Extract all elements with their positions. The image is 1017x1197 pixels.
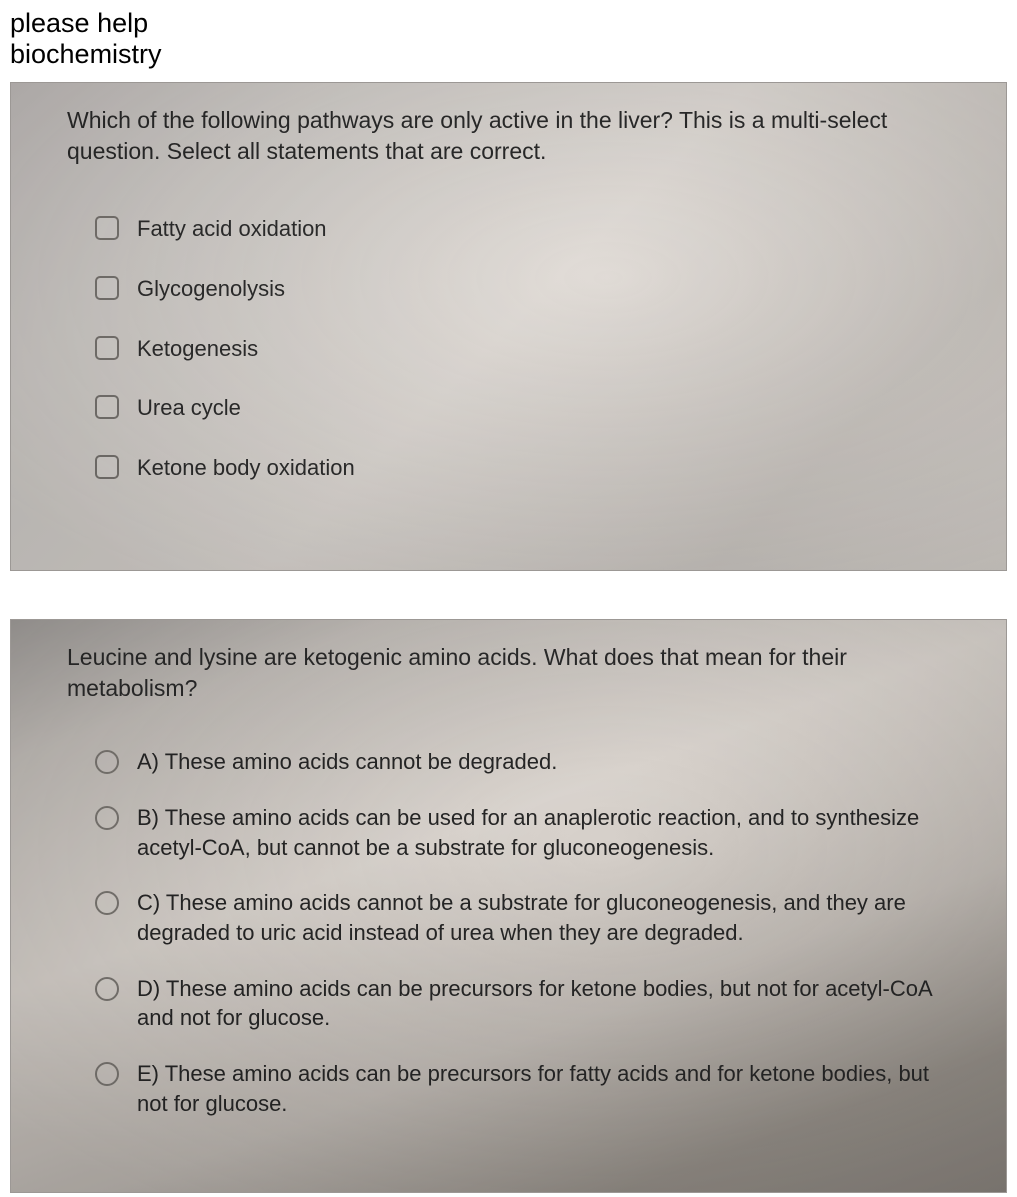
- option-row[interactable]: C) These amino acids cannot be a substra…: [11, 875, 1006, 960]
- checkbox-icon[interactable]: [95, 276, 119, 300]
- option-label: A) These amino acids cannot be degraded.: [137, 747, 577, 777]
- checkbox-icon[interactable]: [95, 455, 119, 479]
- header-line-1: please help: [10, 8, 1007, 39]
- option-row[interactable]: Ketogenesis: [11, 319, 1006, 379]
- option-row[interactable]: Fatty acid oxidation: [11, 199, 1006, 259]
- option-label: Fatty acid oxidation: [137, 214, 347, 244]
- header-line-2: biochemistry: [10, 39, 1007, 70]
- option-row[interactable]: D) These amino acids can be precursors f…: [11, 961, 1006, 1046]
- option-row[interactable]: E) These amino acids can be precursors f…: [11, 1046, 1006, 1131]
- radio-icon[interactable]: [95, 806, 119, 830]
- radio-icon[interactable]: [95, 891, 119, 915]
- radio-icon[interactable]: [95, 750, 119, 774]
- checkbox-icon[interactable]: [95, 395, 119, 419]
- question-card-1: Which of the following pathways are only…: [10, 82, 1007, 571]
- option-row[interactable]: Ketone body oxidation: [11, 438, 1006, 498]
- radio-icon[interactable]: [95, 977, 119, 1001]
- option-label: B) These amino acids can be used for an …: [137, 803, 978, 862]
- option-row[interactable]: Urea cycle: [11, 378, 1006, 438]
- option-row[interactable]: A) These amino acids cannot be degraded.: [11, 734, 1006, 790]
- option-label: Ketogenesis: [137, 334, 278, 364]
- checkbox-icon[interactable]: [95, 216, 119, 240]
- option-label: C) These amino acids cannot be a substra…: [137, 888, 978, 947]
- question-1-options: Fatty acid oxidation Glycogenolysis Keto…: [11, 185, 1006, 497]
- question-card-2: Leucine and lysine are ketogenic amino a…: [10, 619, 1007, 1193]
- question-2-prompt: Leucine and lysine are ketogenic amino a…: [11, 620, 1006, 720]
- option-row[interactable]: B) These amino acids can be used for an …: [11, 790, 1006, 875]
- question-1-prompt: Which of the following pathways are only…: [11, 83, 1006, 185]
- option-label: E) These amino acids can be precursors f…: [137, 1059, 978, 1118]
- option-row[interactable]: Glycogenolysis: [11, 259, 1006, 319]
- option-label: D) These amino acids can be precursors f…: [137, 974, 978, 1033]
- page-header: please help biochemistry: [0, 0, 1017, 76]
- checkbox-icon[interactable]: [95, 336, 119, 360]
- option-label: Glycogenolysis: [137, 274, 305, 304]
- option-label: Urea cycle: [137, 393, 261, 423]
- question-2-options: A) These amino acids cannot be degraded.…: [11, 720, 1006, 1131]
- radio-icon[interactable]: [95, 1062, 119, 1086]
- option-label: Ketone body oxidation: [137, 453, 375, 483]
